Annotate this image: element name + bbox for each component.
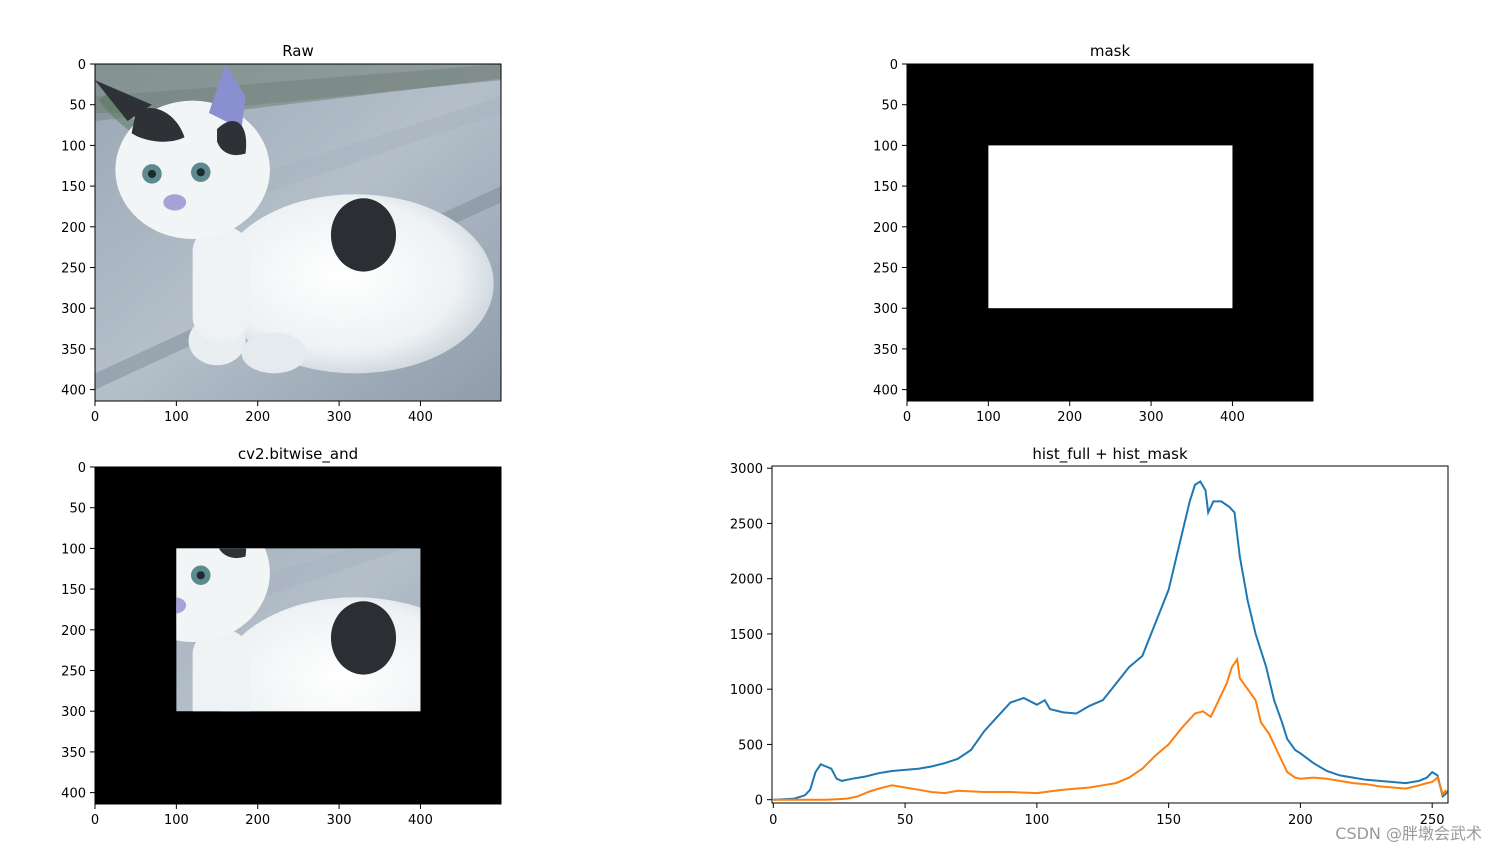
subplot-1: Raw 0 100 200 300 400 0 50 100 150 200 250 300 350 400 [61,42,502,425]
y-tick-label: 3000 [730,462,763,477]
x-tick-label: 400 [408,813,433,828]
axes-frame [906,63,1314,402]
x-tick-label: 300 [327,410,352,425]
y-tick-label: 150 [873,180,898,195]
y-tick-label: 2500 [730,517,763,532]
x-tick-label: 400 [1220,410,1245,425]
x-tick-label: 200 [1288,813,1313,828]
x-tick-label: 400 [408,410,433,425]
y-tick-label: 350 [61,746,86,761]
y-tick-label: 400 [61,787,86,802]
x-tick-label: 50 [897,813,914,828]
y-tick-label: 350 [61,343,86,358]
x-tick-label: 200 [245,813,270,828]
y-tick-label: 50 [881,99,898,114]
x-tick-label: 100 [164,813,189,828]
x-tick-label: 100 [976,410,1001,425]
watermark: CSDN @胖墩会武术 [1335,824,1482,843]
axes-frame [94,466,502,805]
y-tick-label: 150 [61,180,86,195]
y-tick-label: 100 [61,542,86,557]
y-tick-label: 200 [61,624,86,639]
x-tick-label: 100 [1024,813,1049,828]
y-tick-label: 100 [873,139,898,154]
y-tick-label: 500 [738,738,763,753]
x-tick-label: 200 [1057,410,1082,425]
y-tick-label: 350 [873,343,898,358]
y-tick-label: 2000 [730,573,763,588]
y-tick-label: 50 [69,502,86,517]
x-tick-label: 100 [164,410,189,425]
y-tick-label: 200 [61,221,86,236]
x-tick-label: 0 [769,813,777,828]
x-tick-label: 200 [245,410,270,425]
y-tick-label: 0 [890,58,898,73]
y-tick-label: 400 [873,384,898,399]
x-tick-label: 250 [1420,813,1445,828]
series-line-full [773,480,1449,801]
subplot-title: cv2.bitwise_and [238,445,358,464]
x-tick-label: 300 [1139,410,1164,425]
y-tick-label: 0 [755,794,763,809]
kitten-image [95,64,501,401]
y-tick-label: 50 [69,99,86,114]
y-tick-label: 300 [61,705,86,720]
y-tick-label: 150 [61,583,86,598]
axes-frame [771,465,1449,804]
y-tick-label: 0 [78,461,86,476]
y-tick-label: 250 [873,262,898,277]
y-tick-label: 1000 [730,683,763,698]
subplot-title: mask [1090,42,1131,60]
y-tick-label: 250 [61,665,86,680]
axes-frame [94,63,502,402]
x-tick-label: 150 [1156,813,1181,828]
y-tick-label: 1500 [730,628,763,643]
subplot-title: hist_full + hist_mask [1032,445,1188,464]
y-tick-label: 250 [61,262,86,277]
x-tick-label: 0 [91,813,99,828]
y-tick-label: 400 [61,384,86,399]
y-tick-label: 100 [61,139,86,154]
y-tick-label: 200 [873,221,898,236]
x-tick-label: 300 [327,813,352,828]
y-tick-label: 0 [78,58,86,73]
mask-window [988,145,1233,309]
x-tick-label: 0 [903,410,911,425]
x-tick-label: 0 [91,410,99,425]
series-line-mask [773,656,1449,801]
y-tick-label: 300 [873,302,898,317]
subplot-2: mask 0 100 200 300 400 0 50 100 150 200 250 300 350 40… [873,42,1314,425]
y-tick-label: 300 [61,302,86,317]
subplot-3: cv2.bitwise_and 0 100 200 300 400 0 50 100 150 200… [61,445,502,828]
subplot-title: Raw [282,42,314,60]
